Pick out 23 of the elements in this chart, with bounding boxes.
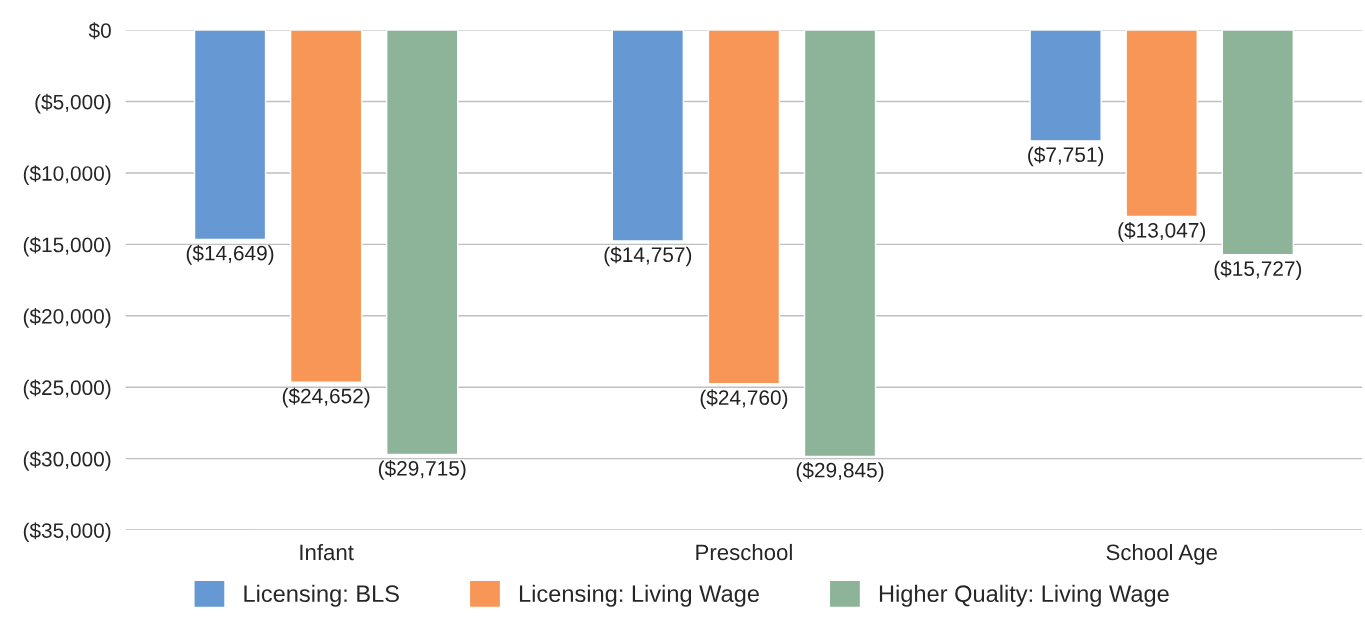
y-tick-label: ($10,000): [23, 165, 111, 185]
data-label: ($13,047): [1118, 222, 1206, 242]
data-label: ($29,845): [796, 461, 884, 482]
y-tick-label: ($35,000): [23, 522, 111, 543]
data-label: ($24,652): [282, 387, 370, 408]
legend-label: Higher Quality: Living Wage: [879, 584, 1169, 607]
legend-label: Licensing: Living Wage: [519, 584, 759, 607]
data-label: ($7,751): [1028, 146, 1104, 167]
x-tick-label: Preschool: [696, 543, 792, 561]
data-label: ($14,649): [186, 244, 274, 265]
x-tick-label: School Age: [1106, 543, 1217, 565]
data-label: ($14,757): [604, 246, 692, 267]
y-tick-label: ($15,000): [23, 236, 111, 257]
data-label: ($24,760): [700, 389, 788, 410]
y-tick-label: ($20,000): [23, 308, 111, 328]
y-tick-label: ($25,000): [23, 379, 111, 400]
y-tick-label: ($5,000): [35, 93, 111, 114]
data-label: ($29,715): [378, 460, 466, 480]
y-tick-label: $0: [88, 22, 111, 40]
legend-label: Licensing: BLS: [244, 584, 399, 607]
y-tick-label: ($30,000): [23, 450, 111, 471]
x-tick-label: Infant: [300, 543, 354, 561]
data-label: ($15,727): [1214, 260, 1302, 281]
